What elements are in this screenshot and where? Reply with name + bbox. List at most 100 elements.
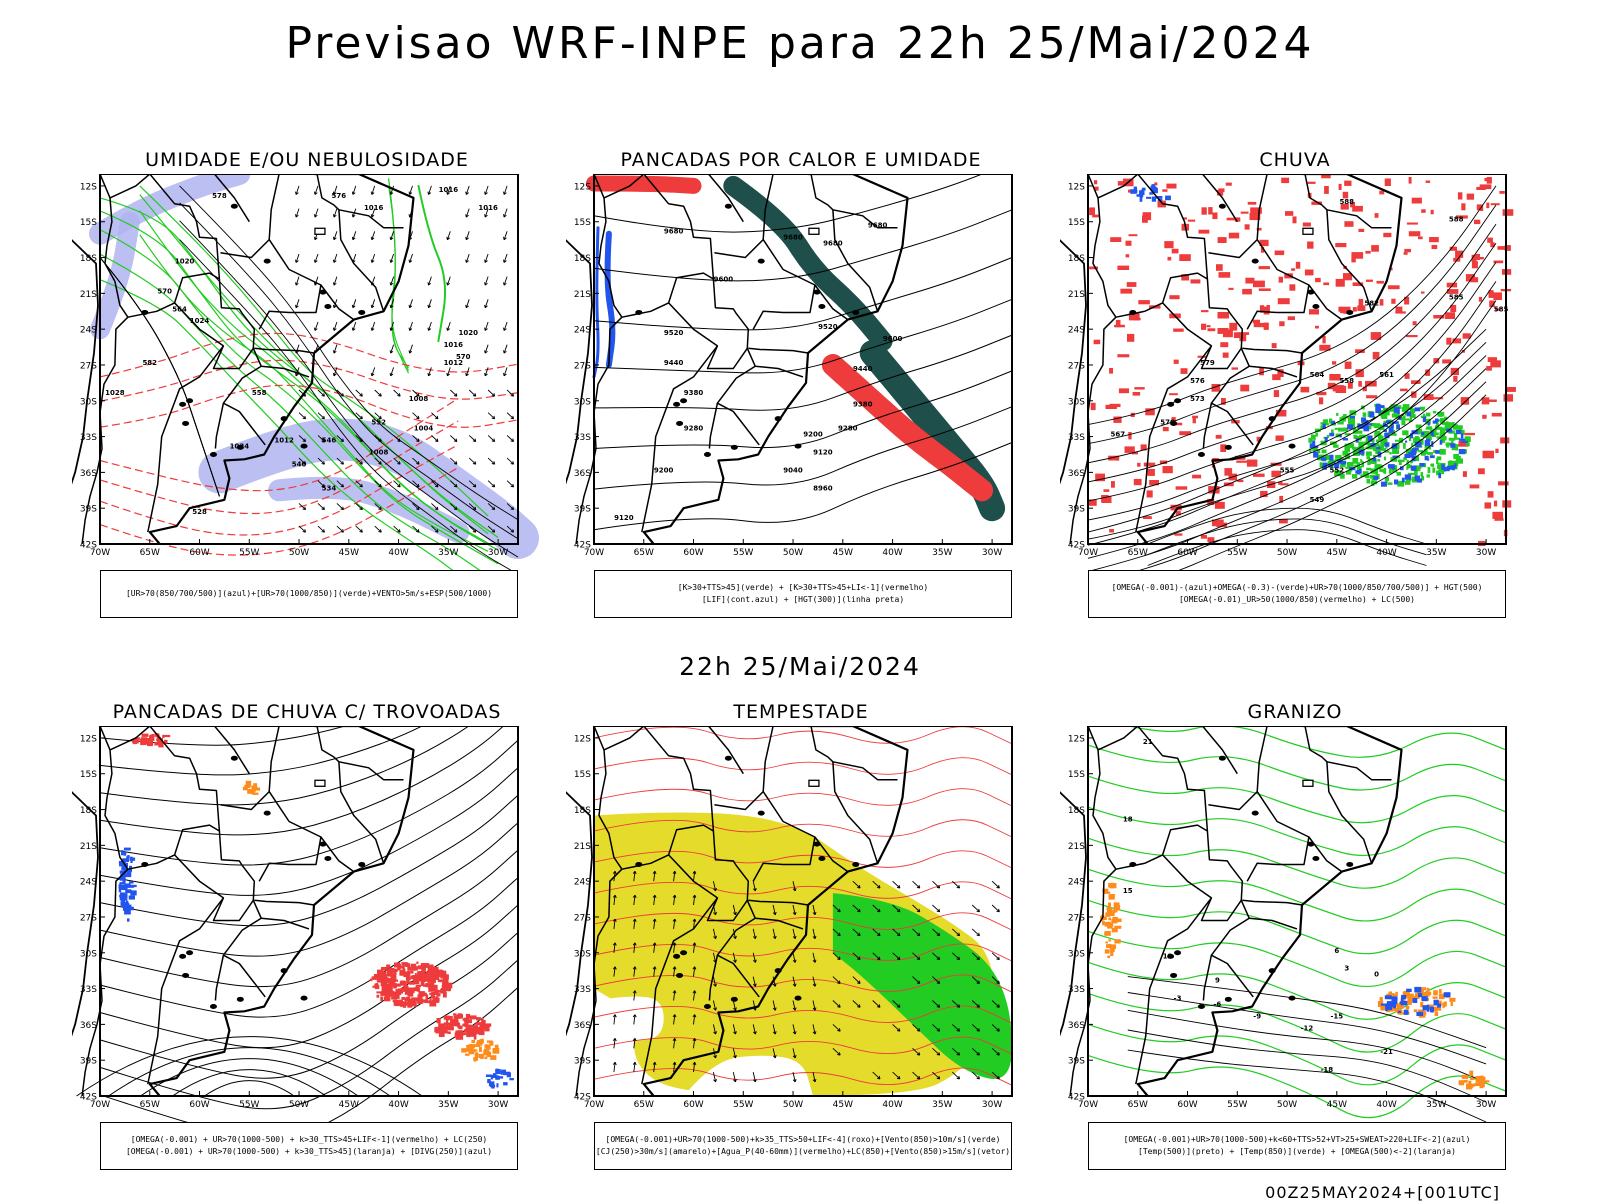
wind-vector-head — [877, 1075, 881, 1080]
rain-area — [1120, 288, 1133, 294]
contour-label: 9600 — [714, 275, 734, 283]
rain-area — [1277, 298, 1290, 305]
contour-label: 576 — [332, 192, 347, 200]
wind-vector-head — [632, 990, 637, 994]
contour-label: 1016 — [478, 204, 498, 212]
lat-tick-label: 15S — [80, 218, 97, 228]
contour-label: 9280 — [838, 425, 858, 433]
storm-red-area — [469, 1015, 477, 1020]
omega-green-area — [1426, 426, 1433, 430]
rain-area — [1242, 288, 1252, 295]
omega-green-area — [1408, 419, 1413, 422]
wind-vector — [371, 299, 376, 308]
wind-vector-head — [612, 1014, 617, 1018]
lon-tick-label: 50W — [783, 1100, 803, 1110]
rain-area — [1134, 387, 1145, 390]
legend-line: [Temp(500)](preto) + [Temp(850)](verde) … — [1138, 1147, 1456, 1156]
thickness-contour — [99, 332, 519, 378]
storm-red-area — [476, 1017, 481, 1021]
lon-tick-label: 65W — [1128, 548, 1148, 558]
wind-vector-head — [427, 327, 432, 331]
wind-vector-head — [672, 966, 677, 970]
wind-vector-head — [472, 438, 477, 442]
storm-red-area — [409, 982, 416, 985]
border-line — [1210, 899, 1254, 998]
wind-vector — [295, 276, 300, 286]
storm-red-area — [415, 979, 420, 985]
omega-green-area — [1426, 474, 1430, 478]
wind-vector-head — [692, 894, 697, 898]
rain-area — [1488, 399, 1497, 402]
contour-label: 582 — [1364, 299, 1379, 307]
omega-orange-area — [1105, 941, 1108, 944]
rain-area — [1197, 355, 1207, 358]
omega-blue-area — [1383, 429, 1387, 433]
rain-area — [1425, 180, 1431, 183]
lat-tick-label: 30S — [80, 397, 97, 407]
border-line — [254, 899, 315, 906]
storm-red-area — [431, 974, 435, 980]
humidity-700-band — [198, 418, 539, 559]
rain-area — [1376, 280, 1384, 284]
rain-area — [1157, 200, 1166, 208]
wind-vector-head — [503, 327, 507, 331]
wind-vector — [872, 952, 881, 960]
lon-tick-label: 60W — [189, 548, 209, 558]
rain-area — [1216, 264, 1223, 271]
wind-vector — [314, 276, 319, 286]
contour-label: 570 — [1160, 419, 1175, 427]
lake-mark — [757, 258, 765, 264]
wind-vector — [752, 952, 756, 963]
omega-green-area — [1340, 461, 1346, 468]
lat-tick-label: 39S — [574, 1057, 591, 1067]
omega-green-area — [1388, 468, 1392, 474]
border-line — [752, 836, 816, 882]
wind-vector — [333, 276, 338, 286]
streamline — [99, 726, 470, 806]
storm-red-area — [425, 995, 429, 1001]
rain-area — [1215, 434, 1222, 439]
storm-red-area — [481, 1020, 486, 1026]
omega-orange-area — [1469, 1070, 1474, 1077]
wind-vector-head — [857, 908, 861, 913]
omega-orange-area — [1479, 1076, 1486, 1080]
rain-area — [1088, 499, 1097, 506]
omega-green-area — [1367, 461, 1371, 465]
wind-vector — [295, 208, 300, 218]
wind-vector — [295, 253, 300, 263]
wind-vector — [446, 185, 451, 195]
divergence-blue-area — [121, 850, 124, 856]
lon-tick-label: 35W — [1426, 548, 1446, 558]
rain-area — [1404, 373, 1410, 379]
rain-area — [1324, 186, 1329, 194]
rain-area — [1503, 394, 1513, 402]
rain-area — [1491, 412, 1502, 417]
wind-vector-head — [956, 1075, 961, 1080]
lat-tick-label: 39S — [574, 505, 591, 515]
lat-tick-label: 27S — [574, 913, 591, 923]
storm-red-area — [468, 1024, 472, 1030]
omega-blue-area — [1454, 463, 1457, 469]
omega-green-area — [1370, 459, 1377, 464]
omega-green-area — [1314, 428, 1321, 432]
wind-vector — [752, 881, 756, 891]
wind-vector — [673, 1062, 676, 1073]
omega-green-area — [1366, 467, 1371, 471]
wind-vector-head — [491, 483, 496, 488]
omega-green-area — [1353, 427, 1356, 431]
rain-area — [1206, 325, 1211, 328]
height-300-contour — [593, 370, 1013, 449]
omega-orange-area — [1438, 993, 1445, 1000]
water-vapor-contour — [593, 974, 1013, 993]
wind-vector-head — [916, 908, 921, 913]
divergence-blue-area — [119, 863, 126, 867]
wind-vector — [412, 389, 420, 397]
wind-vector-head — [936, 1052, 941, 1056]
border-line — [213, 726, 250, 775]
lake-mark — [179, 401, 187, 407]
contour-label: 585 — [1449, 293, 1464, 301]
wind-vector — [374, 457, 382, 465]
lat-tick-label: 30S — [1068, 949, 1085, 959]
omega-blue-area — [1435, 450, 1440, 454]
rain-area — [1478, 257, 1484, 260]
